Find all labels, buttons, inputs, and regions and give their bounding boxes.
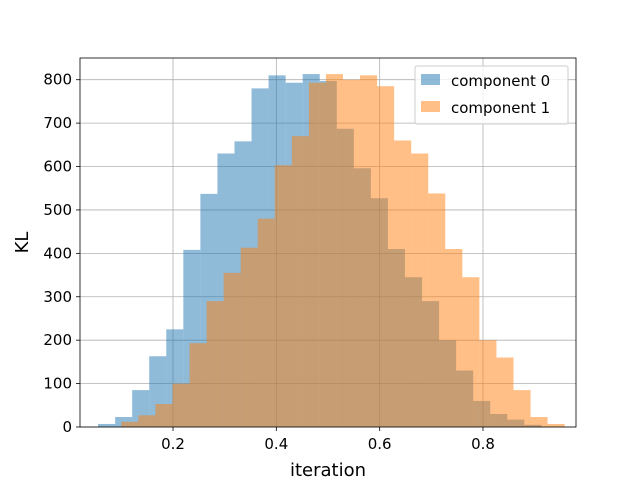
bar-component-1 <box>223 272 241 427</box>
plot-area-frame <box>79 57 577 428</box>
legend-label-component-0: component 0 <box>451 72 550 90</box>
bar-component-1 <box>547 423 565 427</box>
bar-component-1 <box>121 421 139 427</box>
histogram-bars <box>98 74 565 428</box>
bar-component-1 <box>445 249 463 427</box>
y-tick-label: 300 <box>43 288 72 306</box>
bar-component-1 <box>377 86 395 427</box>
y-tick-label: 800 <box>43 71 72 89</box>
y-axis-label: KL <box>12 232 33 254</box>
bar-component-1 <box>172 383 190 427</box>
bar-component-1 <box>428 193 446 427</box>
x-tick-label: 0.6 <box>368 435 392 453</box>
legend-swatch-component-1 <box>421 101 440 112</box>
legend-label-component-1: component 1 <box>451 99 550 117</box>
legend: component 0 component 1 <box>414 65 569 125</box>
bar-component-1 <box>325 74 343 428</box>
x-axis-label: iteration <box>290 460 366 480</box>
bar-component-1 <box>308 82 326 428</box>
bar-component-0 <box>98 423 116 427</box>
y-tick-label: 600 <box>43 158 72 176</box>
legend-swatch-component-0 <box>421 74 440 85</box>
y-tick-label: 0 <box>62 418 72 436</box>
legend-box <box>414 65 569 125</box>
x-tick-label: 0.8 <box>471 435 495 453</box>
bar-component-1 <box>479 340 497 427</box>
y-tick-label: 100 <box>43 375 72 393</box>
bar-component-1 <box>411 153 429 427</box>
bar-component-1 <box>394 140 412 427</box>
bar-component-1 <box>530 417 548 427</box>
bar-component-1 <box>274 165 292 428</box>
bar-component-1 <box>496 357 514 427</box>
y-tick-label: 400 <box>43 244 72 262</box>
y-tick-label: 500 <box>43 201 72 219</box>
bar-component-1 <box>342 79 361 428</box>
y-tick-label: 200 <box>43 331 72 349</box>
bar-component-1 <box>240 247 258 427</box>
bar-component-1 <box>513 390 531 427</box>
bar-component-1 <box>291 136 309 427</box>
bar-component-1 <box>138 415 156 427</box>
y-tick-label: 700 <box>43 114 72 132</box>
bar-component-1 <box>206 301 224 427</box>
bar-component-1 <box>360 75 378 427</box>
x-tick-label: 0.4 <box>264 435 288 453</box>
axis-ticks: 0.2 0.4 0.6 0.8 0 100 200 300 400 500 600 700 800 <box>43 71 495 453</box>
bar-component-1 <box>189 343 207 427</box>
bar-component-1 <box>462 277 480 427</box>
bar-component-1 <box>257 218 275 427</box>
bar-component-1 <box>155 403 173 427</box>
x-tick-label: 0.2 <box>161 435 185 453</box>
